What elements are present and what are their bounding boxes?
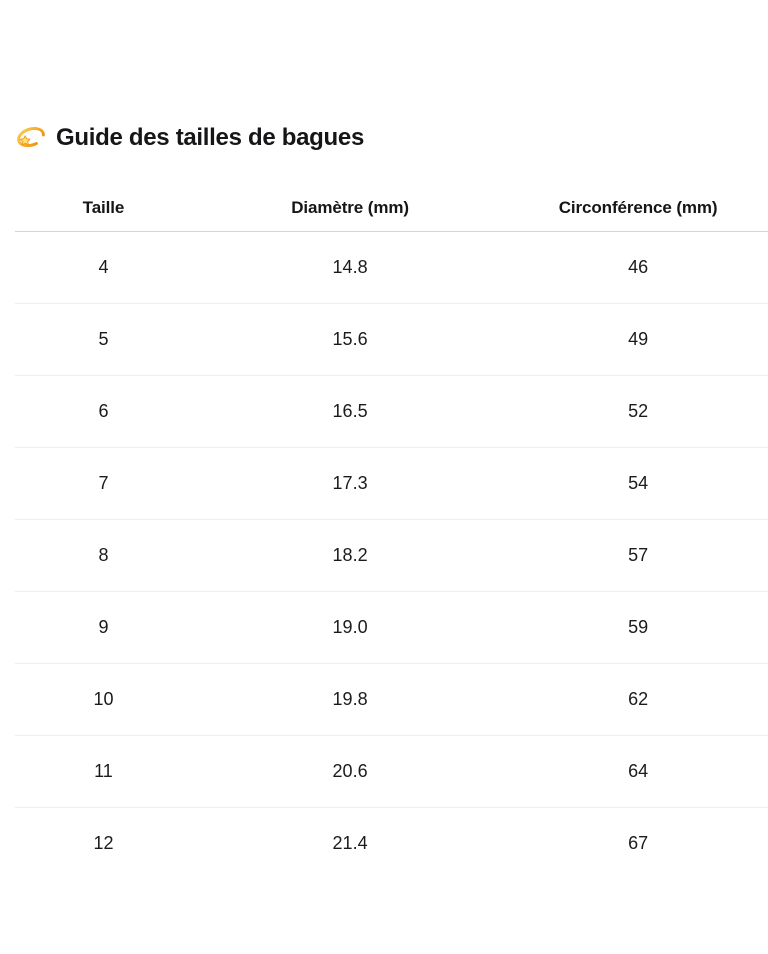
- cell-circonference: 46: [508, 231, 768, 304]
- cell-diametre: 20.6: [191, 735, 509, 808]
- section-heading: Guide des tailles de bagues: [14, 120, 768, 156]
- column-header-circonference: Circonférence (mm): [508, 156, 768, 232]
- cell-taille: 5: [15, 303, 192, 376]
- dizzy-star-icon: [17, 127, 45, 148]
- table-row: 9 19.0 59: [15, 591, 768, 664]
- cell-diametre: 19.0: [191, 591, 509, 664]
- cell-circonference: 59: [508, 591, 768, 664]
- cell-taille: 6: [15, 375, 192, 448]
- column-header-taille: Taille: [15, 156, 192, 232]
- cell-taille: 11: [15, 735, 192, 808]
- cell-taille: 12: [93, 833, 114, 853]
- table-row: 12 21.4 67: [15, 808, 768, 880]
- cell-circonference: 49: [508, 303, 768, 376]
- cell-diametre: 19.8: [191, 663, 509, 736]
- cell-diametre: 14.8: [191, 231, 509, 304]
- table-row: 10 19.8 62: [15, 663, 768, 736]
- table-row: 7 17.3 54: [15, 447, 768, 520]
- cell-diametre: 21.4: [332, 833, 368, 853]
- cell-taille: 4: [15, 231, 192, 304]
- cell-circonference: 64: [508, 735, 768, 808]
- cell-circonference: 67: [628, 833, 649, 853]
- cell-diametre: 15.6: [191, 303, 509, 376]
- table-row: 11 20.6 64: [15, 735, 768, 808]
- ring-size-guide-section: Guide des tailles de bagues Taille Diamè…: [14, 120, 768, 879]
- cell-taille: 8: [15, 519, 192, 592]
- cell-circonference: 57: [508, 519, 768, 592]
- cell-circonference: 52: [508, 375, 768, 448]
- size-table-body: 4 14.8 46 5 15.6 49 6 16.5 52 7 17.3 54 …: [15, 231, 768, 880]
- cell-taille: 9: [15, 591, 192, 664]
- ring-size-table: Taille Diamètre (mm) Circonférence (mm) …: [15, 156, 768, 879]
- table-header: Taille Diamètre (mm) Circonférence (mm): [15, 156, 768, 232]
- cell-taille: 7: [15, 447, 192, 520]
- cell-taille: 10: [15, 663, 192, 736]
- cell-circonference: 54: [508, 447, 768, 520]
- table-header-row: Taille Diamètre (mm) Circonférence (mm): [15, 156, 768, 232]
- table-row: 6 16.5 52: [15, 375, 768, 448]
- cell-diametre: 17.3: [191, 447, 509, 520]
- cell-diametre: 16.5: [191, 375, 509, 448]
- table-row: 8 18.2 57: [15, 519, 768, 592]
- cell-circonference: 62: [508, 663, 768, 736]
- table-row: 4 14.8 46: [15, 231, 768, 304]
- column-header-diametre: Diamètre (mm): [191, 156, 509, 232]
- table-row: 5 15.6 49: [15, 303, 768, 376]
- cell-diametre: 18.2: [191, 519, 509, 592]
- section-title: Guide des tailles de bagues: [56, 124, 365, 151]
